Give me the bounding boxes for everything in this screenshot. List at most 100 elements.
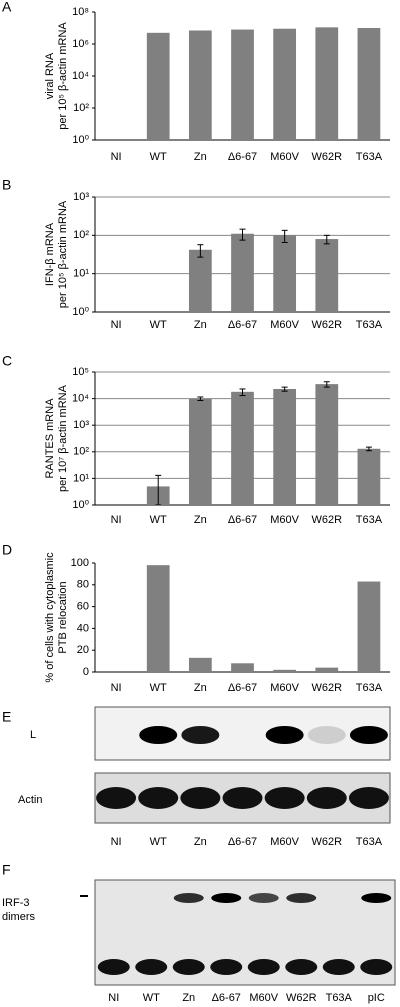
x-tick-label: M60V bbox=[270, 514, 299, 526]
x-tick-label: T63A bbox=[356, 682, 383, 694]
bar bbox=[231, 29, 254, 140]
band bbox=[180, 787, 221, 809]
band bbox=[138, 787, 179, 809]
bar bbox=[231, 663, 254, 672]
bar bbox=[146, 32, 170, 140]
x-tick-label: Δ6-67 bbox=[228, 319, 257, 331]
bar bbox=[357, 28, 381, 140]
y-axis-title: IFN-β mRNA bbox=[44, 222, 56, 286]
y-tick-label: 60 bbox=[77, 601, 89, 613]
band bbox=[360, 959, 393, 975]
x-tick-label: M60V bbox=[270, 151, 299, 163]
panel-label: C bbox=[2, 353, 12, 369]
bar bbox=[315, 667, 339, 672]
lane-label: M60V bbox=[270, 836, 299, 848]
band bbox=[222, 787, 263, 809]
x-tick-label: W62R bbox=[312, 514, 343, 526]
x-tick-label: WT bbox=[150, 319, 167, 331]
band bbox=[211, 893, 242, 903]
panel-label: E bbox=[2, 709, 11, 725]
y-tick-label: 10⁴ bbox=[72, 70, 89, 82]
bar bbox=[273, 388, 297, 505]
lane-label: Δ6-67 bbox=[212, 992, 241, 1004]
y-tick-label: 80 bbox=[77, 579, 89, 591]
bar bbox=[357, 581, 381, 672]
blot-row-label: dimers bbox=[2, 911, 36, 923]
panel-label: F bbox=[2, 862, 11, 878]
y-tick-label: 10⁴ bbox=[72, 393, 89, 405]
x-tick-label: M60V bbox=[270, 682, 299, 694]
x-tick-label: W62R bbox=[312, 319, 343, 331]
x-tick-label: Δ6-67 bbox=[228, 682, 257, 694]
y-tick-label: 10⁸ bbox=[72, 6, 89, 18]
lane-label: WT bbox=[150, 836, 167, 848]
lane-label: pIC bbox=[368, 992, 385, 1004]
x-tick-label: Zn bbox=[194, 514, 207, 526]
bar bbox=[315, 239, 339, 312]
x-tick-label: Zn bbox=[194, 151, 207, 163]
y-tick-label: 20 bbox=[77, 644, 89, 656]
bar bbox=[273, 669, 297, 672]
x-tick-label: WT bbox=[150, 514, 167, 526]
lane-label: Zn bbox=[194, 836, 207, 848]
x-tick-label: NI bbox=[111, 151, 122, 163]
x-tick-label: T63A bbox=[356, 319, 383, 331]
band bbox=[286, 893, 317, 903]
y-axis-title: per 10⁷ β-actin mRNA bbox=[57, 384, 69, 492]
band bbox=[97, 959, 130, 975]
lane-label: M60V bbox=[249, 992, 278, 1004]
x-tick-label: NI bbox=[111, 682, 122, 694]
y-axis-title: PTB relocation bbox=[57, 581, 69, 653]
bar bbox=[188, 657, 212, 672]
y-tick-label: 100 bbox=[71, 557, 89, 569]
lane-label: NI bbox=[108, 992, 119, 1004]
y-tick-label: 10¹ bbox=[73, 268, 89, 280]
y-axis-title: RANTES mRNA bbox=[44, 398, 56, 479]
x-tick-label: T63A bbox=[356, 151, 383, 163]
panel-label: D bbox=[2, 542, 12, 558]
y-axis-title: per 10⁵ β-actin mRNA bbox=[57, 200, 69, 308]
x-tick-label: WT bbox=[150, 151, 167, 163]
band bbox=[265, 726, 304, 744]
x-tick-label: T63A bbox=[356, 514, 383, 526]
bar bbox=[231, 233, 254, 312]
blot-row-label: IRF-3 bbox=[2, 897, 30, 909]
y-tick-label: 10⁵ bbox=[72, 366, 89, 378]
x-tick-label: Δ6-67 bbox=[228, 514, 257, 526]
band bbox=[361, 893, 392, 903]
lane-label: NI bbox=[111, 836, 122, 848]
y-tick-label: 10³ bbox=[73, 419, 89, 431]
lane-label: Δ6-67 bbox=[228, 836, 257, 848]
y-axis-title: per 10⁵ β-actin mRNA bbox=[57, 22, 69, 130]
y-tick-label: 0 bbox=[83, 666, 89, 678]
blot-row-label: Actin bbox=[18, 794, 42, 806]
band bbox=[307, 726, 346, 744]
lane-label: Zn bbox=[182, 992, 195, 1004]
lane-label: T63A bbox=[326, 992, 353, 1004]
x-tick-label: Zn bbox=[194, 319, 207, 331]
bar bbox=[146, 565, 170, 672]
y-axis-title: % of cells with cytoplasmic bbox=[44, 552, 56, 683]
y-tick-label: 10² bbox=[73, 102, 89, 114]
blot-row-label: L bbox=[30, 729, 36, 741]
band bbox=[172, 959, 205, 975]
bar bbox=[273, 28, 297, 141]
band bbox=[264, 787, 305, 809]
y-tick-label: 10² bbox=[73, 446, 89, 458]
panel-label: A bbox=[2, 0, 12, 15]
band bbox=[349, 726, 388, 744]
band bbox=[322, 959, 355, 975]
lane-label: W62R bbox=[286, 992, 317, 1004]
lane-label: T63A bbox=[356, 836, 383, 848]
x-tick-label: Δ6-67 bbox=[228, 151, 257, 163]
y-tick-label: 10³ bbox=[73, 191, 89, 203]
bar bbox=[273, 235, 297, 312]
y-tick-label: 10⁰ bbox=[72, 306, 89, 318]
band bbox=[96, 787, 137, 809]
bar bbox=[315, 27, 339, 141]
bar bbox=[315, 384, 339, 505]
lane-label: WT bbox=[143, 992, 160, 1004]
y-tick-label: 10⁰ bbox=[72, 134, 89, 146]
y-tick-label: 10² bbox=[73, 229, 89, 241]
